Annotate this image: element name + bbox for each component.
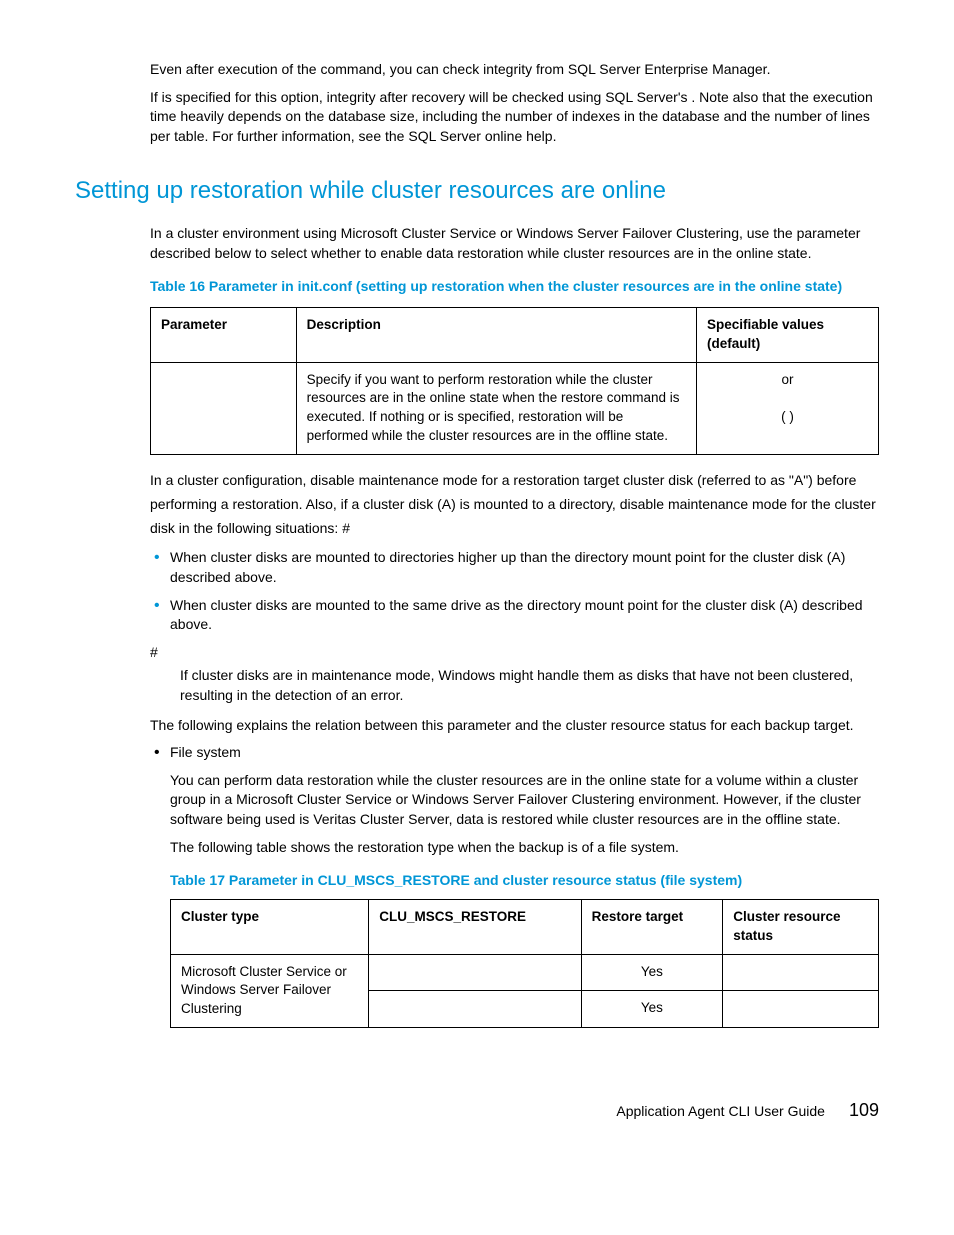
intro-p1: Even after execution of the command, you… <box>150 60 879 80</box>
footer-page-number: 109 <box>849 1098 879 1123</box>
fs-p1: You can perform data restoration while t… <box>170 771 879 830</box>
cell-param <box>151 362 297 455</box>
cell-clu <box>369 991 581 1028</box>
section-intro: In a cluster environment using Microsoft… <box>150 224 879 263</box>
relation-para: The following explains the relation betw… <box>150 716 879 736</box>
after-table16-para: In a cluster configuration, disable main… <box>150 469 879 540</box>
table16-caption: Table 16 Parameter in init.conf (setting… <box>150 277 879 297</box>
th-restore-target: Restore target <box>581 899 723 954</box>
cell-values: or ( ) <box>696 362 878 455</box>
text: . Note also that the <box>691 89 812 105</box>
text: command, you can check integrity from SQ… <box>320 61 770 77</box>
hash-note: # If cluster disks are in maintenance mo… <box>150 643 879 706</box>
intro-p2: If is specified for this option, integri… <box>150 88 879 147</box>
th-parameter: Parameter <box>151 307 297 362</box>
text: or <box>781 372 793 387</box>
th-values: Specifiable values (default) <box>696 307 878 362</box>
th-clu-restore: CLU_MSCS_RESTORE <box>369 899 581 954</box>
footer-title: Application Agent CLI User Guide <box>616 1102 825 1122</box>
cell-status <box>723 954 879 991</box>
th-resource-status: Cluster resource status <box>723 899 879 954</box>
text: Even after execution of the <box>150 61 320 77</box>
list-item-fs: File system <box>150 743 879 763</box>
bullet-list-1: When cluster disks are mounted to direct… <box>150 548 879 634</box>
hash-text: If cluster disks are in maintenance mode… <box>180 666 879 705</box>
fs-list: File system <box>150 743 879 763</box>
list-item: When cluster disks are mounted to direct… <box>150 548 879 587</box>
cell-cluster-type: Microsoft Cluster Service or Windows Ser… <box>171 954 369 1028</box>
hash-mark: # <box>150 644 158 660</box>
table17-caption: Table 17 Parameter in CLU_MSCS_RESTORE a… <box>170 871 879 891</box>
fs-p2: The following table shows the restoratio… <box>170 838 879 858</box>
table16: Parameter Description Specifiable values… <box>150 307 879 455</box>
cell-clu <box>369 954 581 991</box>
th-description: Description <box>296 307 696 362</box>
cell-desc: Specify if you want to perform restorati… <box>296 362 696 455</box>
list-item: When cluster disks are mounted to the sa… <box>150 596 879 635</box>
table-row: Specify if you want to perform restorati… <box>151 362 879 455</box>
cell-status <box>723 991 879 1028</box>
cell-rt: Yes <box>581 954 723 991</box>
page-footer: Application Agent CLI User Guide 109 <box>75 1098 879 1123</box>
text: is specified for this option, integrity … <box>162 89 692 105</box>
th-cluster-type: Cluster type <box>171 899 369 954</box>
text: Specify <box>307 372 355 387</box>
cell-rt: Yes <box>581 991 723 1028</box>
text: If <box>150 89 162 105</box>
text: ( ) <box>781 409 794 424</box>
table17: Cluster type CLU_MSCS_RESTORE Restore ta… <box>170 899 879 1028</box>
section-heading: Setting up restoration while cluster res… <box>75 174 879 208</box>
table-row: Microsoft Cluster Service or Windows Ser… <box>171 954 879 991</box>
